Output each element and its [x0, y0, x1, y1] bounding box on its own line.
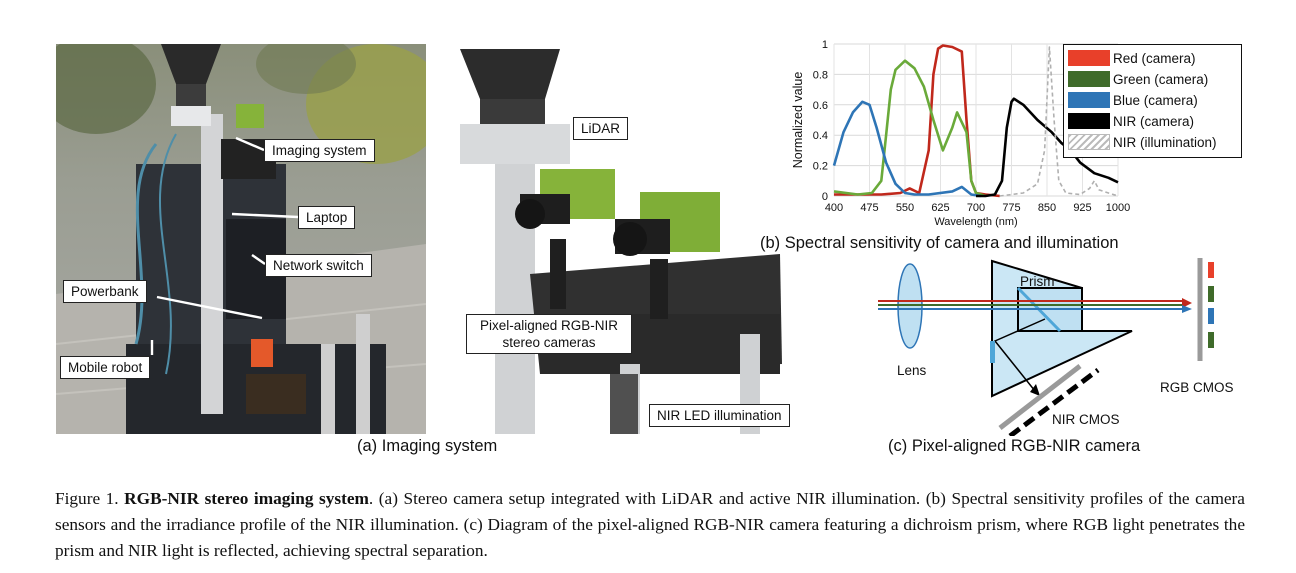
callout-lidar: LiDAR	[573, 117, 629, 140]
x-tick-label: 1000	[1106, 202, 1130, 214]
series-line-red	[834, 44, 1000, 198]
robot-photo	[56, 44, 426, 434]
y-tick-label: 0.4	[813, 130, 828, 142]
legend-swatch-green	[1068, 71, 1110, 87]
x-tick-label: 550	[896, 202, 914, 214]
prism-diagram	[878, 258, 1214, 436]
x-tick-label: 475	[860, 202, 878, 214]
callout-network-switch: Network switch	[265, 254, 372, 277]
legend-item-nir-illum: NIR (illumination)	[1068, 132, 1217, 152]
x-axis-label: Wavelength (nm)	[934, 216, 1017, 228]
legend-swatch-blue	[1068, 92, 1110, 108]
y-tick-label: 0.8	[813, 69, 828, 81]
y-tick-label: 1	[822, 39, 828, 51]
x-tick-label: 925	[1073, 202, 1091, 214]
callout-laptop: Laptop	[298, 206, 356, 229]
callout-stereo-line2: stereo cameras	[502, 335, 596, 350]
x-tick-label: 400	[825, 202, 843, 214]
nir-cmos-gray	[998, 364, 1082, 430]
series-line-nir	[976, 97, 1119, 198]
caption-bold: RGB-NIR stereo imaging system	[124, 489, 369, 508]
legend-item-green: Green (camera)	[1068, 69, 1208, 89]
x-tick-label: 850	[1038, 202, 1056, 214]
legend-item-blue: Blue (camera)	[1068, 90, 1198, 110]
legend-label-green: Green (camera)	[1113, 71, 1209, 87]
label-prism: Prism	[1020, 274, 1055, 289]
x-tick-label: 775	[1002, 202, 1020, 214]
callout-powerbank: Powerbank	[63, 280, 147, 303]
y-tick-label: 0.6	[813, 100, 828, 112]
legend-item-red: Red (camera)	[1068, 48, 1196, 68]
nir-cmos-black	[1008, 368, 1100, 436]
legend-item-nir: NIR (camera)	[1068, 111, 1194, 131]
legend-label-red: Red (camera)	[1113, 50, 1196, 66]
y-tick-label: 0	[822, 191, 828, 203]
legend-label-nir: NIR (camera)	[1113, 113, 1195, 129]
panel-b-caption: (b) Spectral sensitivity of camera and i…	[760, 234, 1119, 252]
y-axis-label: Normalized value	[791, 72, 805, 169]
callout-nir-led: NIR LED illumination	[649, 404, 790, 427]
y-tick-label: 0.2	[813, 161, 828, 173]
panel-c-caption: (c) Pixel-aligned RGB-NIR camera	[888, 437, 1141, 455]
label-lens: Lens	[897, 363, 927, 378]
legend-swatch-nir	[1068, 113, 1110, 129]
figure-caption: Figure 1. RGB-NIR stereo imaging system.…	[55, 486, 1245, 564]
legend-label-blue: Blue (camera)	[1113, 92, 1198, 108]
callout-stereo-line1: Pixel-aligned RGB-NIR	[479, 318, 619, 333]
callout-mobile-robot: Mobile robot	[60, 356, 151, 379]
series-line-blue	[832, 100, 981, 198]
callout-imaging-system: Imaging system	[264, 139, 375, 162]
panel-a-caption: (a) Imaging system	[357, 437, 498, 455]
callout-stereo-cameras: Pixel-aligned RGB-NIR stereo cameras	[466, 314, 632, 354]
legend-swatch-nir-illum	[1068, 134, 1110, 150]
chart-legend: Red (camera) Green (camera) Blue (camera…	[1063, 44, 1242, 158]
caption-prefix: Figure 1.	[55, 489, 125, 508]
x-tick-label: 625	[931, 202, 949, 214]
caption-rest: . (a) Stereo camera setup integrated wit…	[55, 489, 1245, 560]
label-rgb-cmos: RGB CMOS	[1160, 380, 1234, 395]
legend-swatch-red	[1068, 50, 1110, 66]
label-nir-cmos: NIR CMOS	[1052, 412, 1120, 427]
series-line-green	[833, 59, 986, 198]
x-tick-label: 700	[967, 202, 985, 214]
camera-rig-photo	[440, 44, 782, 434]
legend-label-nir-illum: NIR (illumination)	[1113, 134, 1217, 150]
